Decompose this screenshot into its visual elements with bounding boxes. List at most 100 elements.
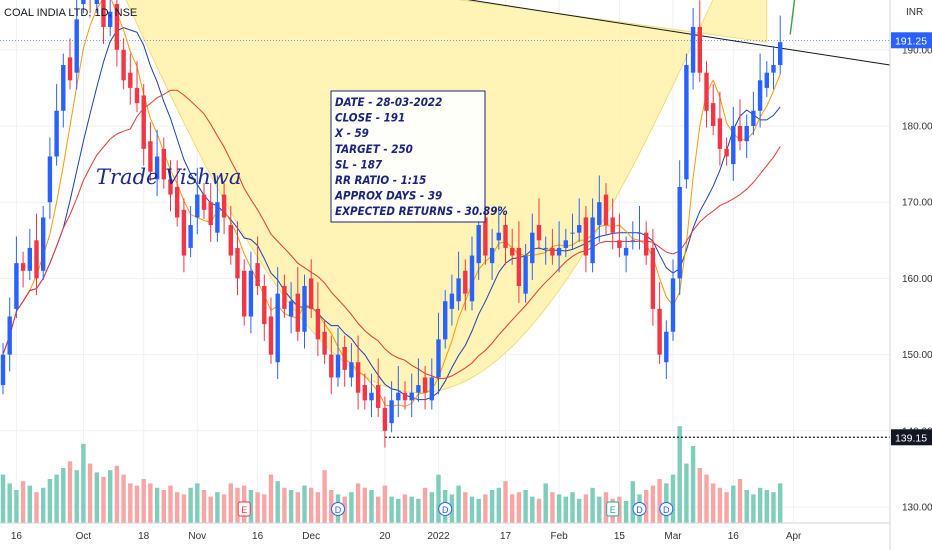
svg-text:E: E xyxy=(241,505,247,515)
volume-bar xyxy=(295,492,300,523)
volume-bar xyxy=(134,485,140,523)
volume-bar xyxy=(778,483,783,523)
volume-bar xyxy=(20,481,26,523)
volume-bar xyxy=(315,492,321,523)
volume-bar xyxy=(744,490,749,523)
candle xyxy=(41,206,46,280)
volume-bar xyxy=(717,487,723,523)
candle xyxy=(724,137,729,166)
info-line: APPROX DAYS - 39 xyxy=(334,189,442,203)
dividend-marker-icon[interactable]: D xyxy=(331,502,345,516)
candle xyxy=(309,259,314,319)
volume-bar xyxy=(577,498,582,523)
candle xyxy=(583,206,589,273)
volume-bar xyxy=(175,492,180,523)
candle xyxy=(556,221,562,273)
candle xyxy=(536,198,542,250)
candle xyxy=(429,358,434,410)
volume-bar xyxy=(54,474,59,523)
x-tick-label: 20 xyxy=(379,531,391,542)
x-tick-label: Mar xyxy=(664,531,682,542)
candle xyxy=(543,236,548,265)
candle xyxy=(101,0,106,44)
candle xyxy=(215,175,220,242)
candle xyxy=(456,251,461,311)
volume-bar xyxy=(309,487,314,523)
volume-bar xyxy=(181,494,187,523)
volume-bar xyxy=(268,474,274,523)
candle xyxy=(128,53,133,105)
brand-watermark: Trade Vishwa xyxy=(96,165,241,189)
svg-text:139.15: 139.15 xyxy=(895,432,927,444)
info-line: X - 59 xyxy=(334,126,369,140)
candle xyxy=(523,244,528,303)
volume-bars xyxy=(0,426,783,523)
x-tick-label: 16 xyxy=(252,531,264,542)
candle xyxy=(20,251,26,288)
volume-bar xyxy=(362,487,367,523)
candle xyxy=(94,0,99,14)
candle xyxy=(188,206,193,258)
candle xyxy=(248,251,254,334)
info-line: EXPECTED RETURNS - 30.89% xyxy=(335,204,508,218)
candle xyxy=(282,274,287,319)
volume-bar xyxy=(530,496,535,523)
candle xyxy=(355,335,361,410)
volume-bar xyxy=(523,490,528,523)
y-tick-label: 180.00 xyxy=(902,122,932,133)
candle xyxy=(7,297,12,372)
volume-bar xyxy=(670,474,676,523)
x-tick-label: Apr xyxy=(786,531,802,542)
volume-bar xyxy=(369,490,374,523)
earnings-marker-icon[interactable]: E xyxy=(237,501,251,517)
candle xyxy=(168,160,173,212)
candle xyxy=(570,213,575,250)
volume-bar xyxy=(87,463,93,523)
candle xyxy=(67,38,73,90)
volume-bar xyxy=(416,498,421,523)
candle xyxy=(262,274,267,341)
volume-bar xyxy=(711,483,716,523)
candle xyxy=(342,335,347,387)
earnings-marker-icon[interactable]: E xyxy=(606,501,620,517)
candle xyxy=(376,358,381,418)
volume-bar xyxy=(724,492,729,523)
candle xyxy=(288,282,294,334)
candle xyxy=(329,335,334,395)
candle xyxy=(349,343,354,387)
candle xyxy=(684,53,689,189)
candle xyxy=(590,198,595,273)
volume-bar xyxy=(195,483,200,523)
volume-bar xyxy=(436,474,441,523)
candle xyxy=(644,221,649,265)
candle xyxy=(34,213,39,296)
x-tick-label: 2022 xyxy=(427,531,450,542)
candle xyxy=(148,122,153,181)
candle xyxy=(74,0,79,90)
candle xyxy=(382,396,388,448)
volume-bar xyxy=(771,492,776,523)
candle xyxy=(201,183,207,219)
candle xyxy=(637,206,642,250)
candle xyxy=(322,320,327,364)
dividend-marker-icon[interactable]: D xyxy=(438,502,453,516)
volume-bar xyxy=(282,487,287,523)
volume-bar xyxy=(570,492,575,523)
x-tick-label: 16 xyxy=(728,531,740,542)
volume-bar xyxy=(456,485,461,523)
dividend-marker-icon[interactable]: D xyxy=(632,502,647,516)
volume-bar xyxy=(41,487,46,523)
volume-bar xyxy=(188,487,193,523)
candle xyxy=(54,84,59,166)
candle xyxy=(737,99,743,151)
x-tick-label: Feb xyxy=(550,531,568,542)
candle xyxy=(778,15,783,75)
volume-bar xyxy=(396,498,401,523)
candle xyxy=(697,0,702,82)
dividend-marker-icon[interactable]: D xyxy=(659,502,674,516)
candle xyxy=(630,221,635,250)
candle xyxy=(771,45,776,90)
volume-bar xyxy=(429,492,434,523)
volume-bar xyxy=(7,483,12,523)
